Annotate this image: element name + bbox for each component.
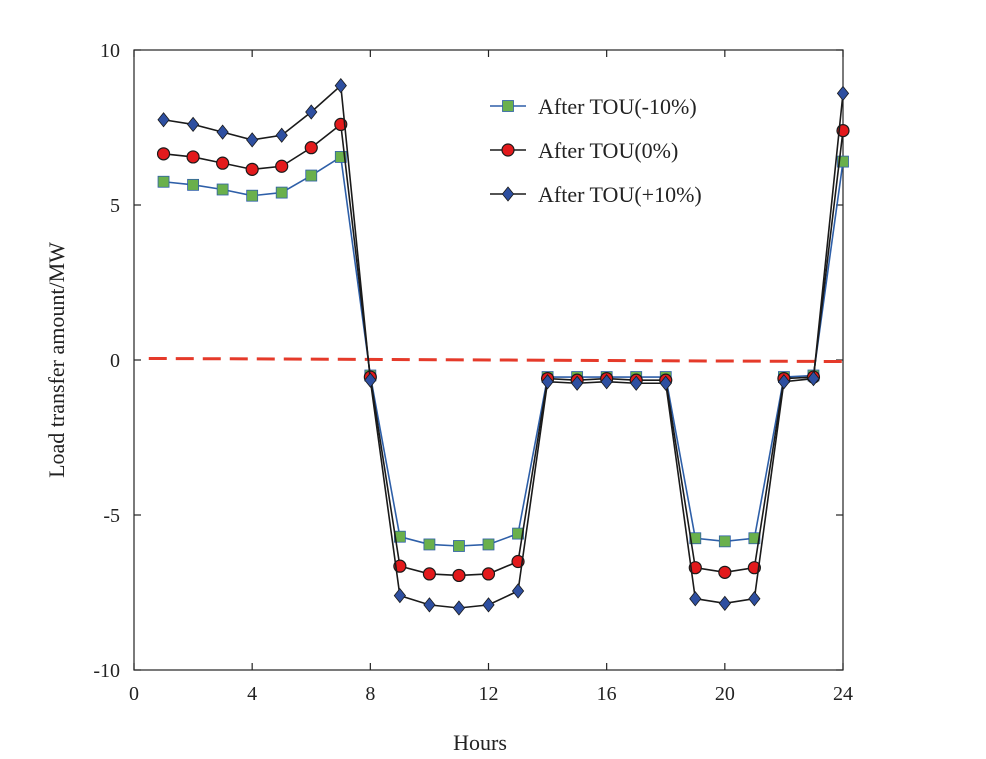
data-point-diamond [777, 374, 791, 390]
data-point-square [453, 540, 465, 552]
y-tick-label: -10 [93, 660, 120, 682]
data-point-diamond [364, 372, 377, 388]
x-tick-label: 16 [597, 683, 617, 705]
series-line-circle [163, 122, 844, 577]
x-tick-label: 20 [715, 683, 735, 705]
x-tick-label: 0 [129, 683, 139, 705]
data-point-diamond [600, 374, 613, 390]
data-point-diamond [157, 112, 170, 128]
data-point-circle [481, 567, 496, 581]
data-point-circle [422, 567, 437, 581]
data-point-circle [452, 568, 466, 583]
data-point-circle [245, 162, 259, 176]
series-line-diamond [163, 84, 844, 609]
data-point-diamond [482, 597, 495, 613]
data-point-square [275, 186, 288, 199]
data-point-diamond [836, 85, 850, 102]
zero-reference-line [148, 356, 844, 364]
data-point-square [334, 151, 347, 163]
data-point-diamond [571, 375, 584, 391]
data-point-square [393, 530, 406, 543]
y-tick-label: 0 [110, 350, 120, 372]
data-point-square [423, 538, 436, 551]
x-axis-label: Hours [453, 730, 507, 755]
data-point-diamond [246, 132, 259, 148]
data-point-diamond [511, 583, 525, 599]
x-tick-label: 8 [365, 683, 375, 705]
data-point-circle [275, 159, 289, 173]
data-point-square [837, 155, 849, 168]
zero-reference-dashed-line [148, 356, 844, 364]
data-point-diamond [393, 587, 406, 604]
data-point-square [748, 532, 761, 545]
data-point-circle [688, 561, 702, 575]
data-point-diamond [275, 127, 288, 143]
y-tick-label: -5 [103, 505, 120, 527]
data-point-diamond [541, 374, 554, 390]
data-point-diamond [186, 116, 200, 133]
data-point-circle [186, 150, 200, 164]
x-tick-label: 12 [479, 683, 499, 705]
data-point-square [482, 538, 495, 551]
legend-marker-square [502, 100, 514, 112]
data-point-circle [718, 565, 732, 579]
data-point-square [246, 189, 259, 202]
axis-ticks: 0 4 8 12 16 20 24 -10 -5 0 5 10 [93, 40, 853, 705]
data-point-diamond [718, 595, 731, 611]
legend-label: After TOU(+10%) [538, 182, 702, 207]
x-tick-label: 4 [247, 683, 257, 705]
data-point-diamond [807, 370, 820, 387]
legend-label: After TOU(-10%) [538, 94, 697, 119]
series-layer [156, 78, 850, 616]
data-point-diamond [216, 124, 229, 140]
legend-marker-diamond [501, 186, 515, 202]
data-point-diamond [334, 78, 347, 94]
data-point-square [216, 183, 229, 196]
data-point-diamond [452, 600, 466, 616]
data-point-diamond [630, 375, 643, 391]
data-point-circle [216, 156, 230, 170]
data-point-square [689, 532, 702, 545]
data-point-circle [156, 147, 171, 161]
data-point-circle [747, 561, 761, 575]
y-axis-label: Load transfer amount/MW [44, 242, 69, 478]
data-point-diamond [305, 104, 318, 120]
y-tick-label: 5 [110, 195, 120, 217]
data-point-diamond [748, 591, 761, 607]
data-point-square [718, 535, 731, 548]
x-tick-label: 24 [833, 683, 853, 705]
series-square [157, 151, 849, 552]
legend-label: After TOU(0%) [538, 138, 678, 163]
data-point-square [157, 175, 170, 188]
data-point-diamond [423, 597, 436, 613]
legend: After TOU(-10%) After TOU(0%) After TOU(+1… [490, 94, 702, 207]
data-point-diamond [689, 591, 702, 607]
data-point-square [187, 178, 199, 191]
series-circle [156, 117, 850, 583]
legend-marker-circle [501, 143, 515, 157]
y-tick-label: 10 [100, 40, 120, 62]
data-point-square [512, 527, 524, 540]
series-line-square [163, 155, 844, 547]
series-diamond [157, 78, 850, 616]
data-point-diamond [659, 375, 672, 391]
data-point-circle [304, 141, 318, 155]
data-point-square [305, 169, 318, 182]
